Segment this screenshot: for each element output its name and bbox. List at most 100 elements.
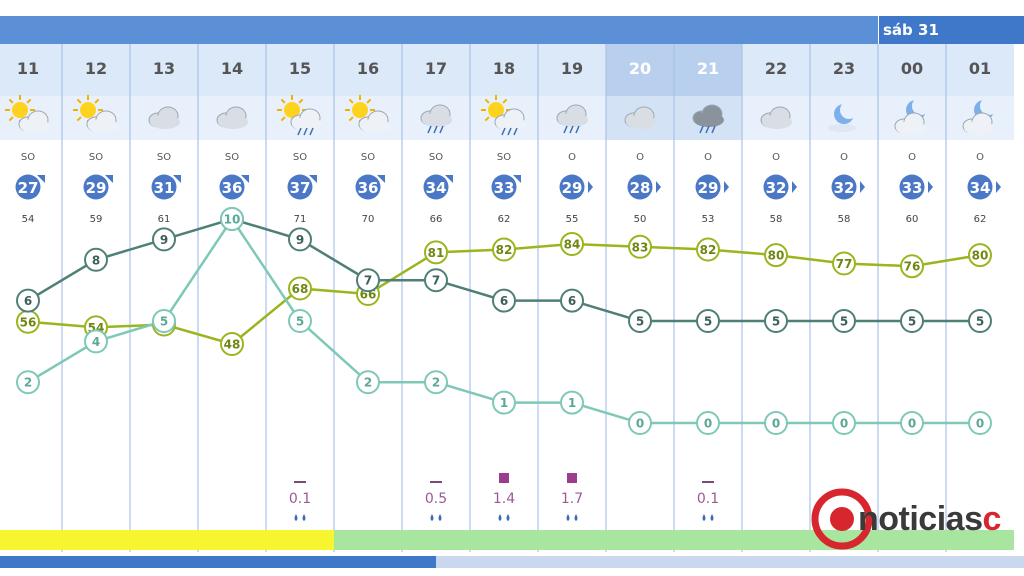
wind-arrow-icon [445, 175, 453, 183]
dark-cloud-rain-icon [692, 104, 724, 134]
hour-label: 20 [629, 59, 651, 78]
wind-speed-label: 32 [834, 179, 855, 197]
wind-direction-label: O [908, 152, 916, 163]
wind-arrow-icon [37, 175, 45, 183]
raindrop [294, 514, 298, 521]
wind-direction-label: SO [293, 152, 307, 163]
moon-cut [980, 97, 998, 115]
sun-cloud-rain-icon [277, 95, 322, 136]
wind-arrow-icon [792, 181, 797, 193]
wind-speed-label: 29 [698, 179, 719, 197]
dew_point-point [152, 309, 176, 333]
raindrop [566, 514, 570, 521]
humidity-value-label: 68 [292, 282, 309, 296]
scrollbar-thumb[interactable] [0, 556, 436, 568]
wind-arrow-icon [513, 175, 521, 183]
wind-gust-label: 70 [362, 214, 375, 225]
sun-ray [298, 98, 304, 104]
wind-direction-label: SO [89, 152, 103, 163]
dew_point-point [356, 370, 380, 395]
cloud-icon [148, 106, 180, 129]
hour-header-cell [62, 44, 130, 96]
humidity-value-label: 48 [224, 338, 241, 352]
temperature-value-label: 5 [908, 315, 916, 329]
raindrop [574, 514, 578, 521]
sun-ray [348, 116, 354, 122]
wind-speed-label: 27 [18, 179, 39, 197]
dew_point-value-label: 2 [24, 376, 32, 390]
sun-core [352, 102, 368, 118]
rain-drop [439, 125, 444, 134]
sun-cloud-icon [5, 95, 50, 133]
moon-icon [828, 101, 858, 132]
forecast-chart: 11 12 13 14 15 16 17 18 19 20 21 22 23 00 01SO2754SO29… [0, 44, 1014, 552]
wind-direction-label: O [704, 152, 712, 163]
wind-direction-label: SO [429, 152, 443, 163]
dew_point-point [492, 390, 516, 415]
wind-direction-label: SO [157, 152, 171, 163]
uv-band-cell [62, 530, 130, 550]
wind-speed-badge [831, 174, 857, 200]
hour-header-cell [266, 44, 334, 96]
dew_point-value-label: 0 [840, 417, 848, 431]
temperature-value-label: 5 [976, 315, 984, 329]
dew_point-point [424, 370, 448, 395]
uv-band-cell [198, 530, 266, 550]
wind-gust-label: 54 [22, 214, 35, 225]
hour-header-cell [0, 44, 62, 96]
dew_point-point [16, 370, 40, 395]
temperature-value-label: 5 [636, 315, 644, 329]
humidity-value-label: 80 [768, 249, 785, 263]
humidity-value-label: 76 [904, 260, 921, 274]
uv-band-cell [402, 530, 470, 550]
temperature-value-label: 5 [840, 315, 848, 329]
wind-gust-label: 59 [90, 214, 103, 225]
wind-gust-label: 60 [906, 214, 919, 225]
dew_point-point [900, 411, 924, 435]
uv-band-cell [538, 530, 606, 550]
dew_point-value-label: 0 [976, 417, 984, 431]
cloud-part [422, 113, 452, 127]
humidity-point [900, 254, 924, 279]
temperature-value-label: 5 [704, 315, 712, 329]
sun-core [488, 102, 504, 118]
sun-cloud-icon [73, 95, 118, 133]
hour-header-cell [810, 44, 878, 96]
sun-ray [76, 98, 82, 104]
logo-text: noticiasc [858, 500, 1001, 538]
temperature-point [424, 268, 448, 293]
wind-arrow-icon [656, 181, 661, 193]
humidity-value-label: 56 [20, 315, 37, 329]
temperature-value-label: 6 [24, 294, 32, 308]
uv-band-cell [946, 530, 1014, 550]
dew_point-value-label: 2 [364, 376, 372, 390]
cloud-part [762, 115, 792, 129]
humidity-point [764, 243, 788, 268]
sun-ray [280, 98, 286, 104]
wind-speed-badge [219, 174, 245, 200]
humidity-value-label: 81 [428, 246, 445, 260]
dew_point-value-label: 0 [908, 417, 916, 431]
temperature-point [152, 227, 176, 252]
sun-ray [366, 98, 372, 104]
uv-band-cell [334, 530, 402, 550]
raindrop [302, 514, 306, 521]
humidity-point [560, 232, 584, 256]
hour-label: 16 [357, 59, 379, 78]
hour-label: 19 [561, 59, 583, 78]
hour-label: 15 [289, 59, 311, 78]
rain-drop [507, 127, 512, 136]
rain-drop [563, 125, 568, 134]
rain-drop [569, 125, 574, 134]
temperature-point [84, 247, 108, 272]
uv-band-cell [0, 530, 62, 550]
temperature-point [492, 288, 516, 313]
hour-header-cell [130, 44, 198, 96]
humidity-value-label: 82 [496, 243, 513, 257]
raindrops-icon [702, 514, 714, 521]
humidity-point [628, 234, 652, 259]
raindrops-icon [430, 514, 442, 521]
hour-header-cell [198, 44, 266, 96]
wind-arrow-icon [309, 175, 317, 183]
wind-speed-label: 36 [222, 179, 243, 197]
